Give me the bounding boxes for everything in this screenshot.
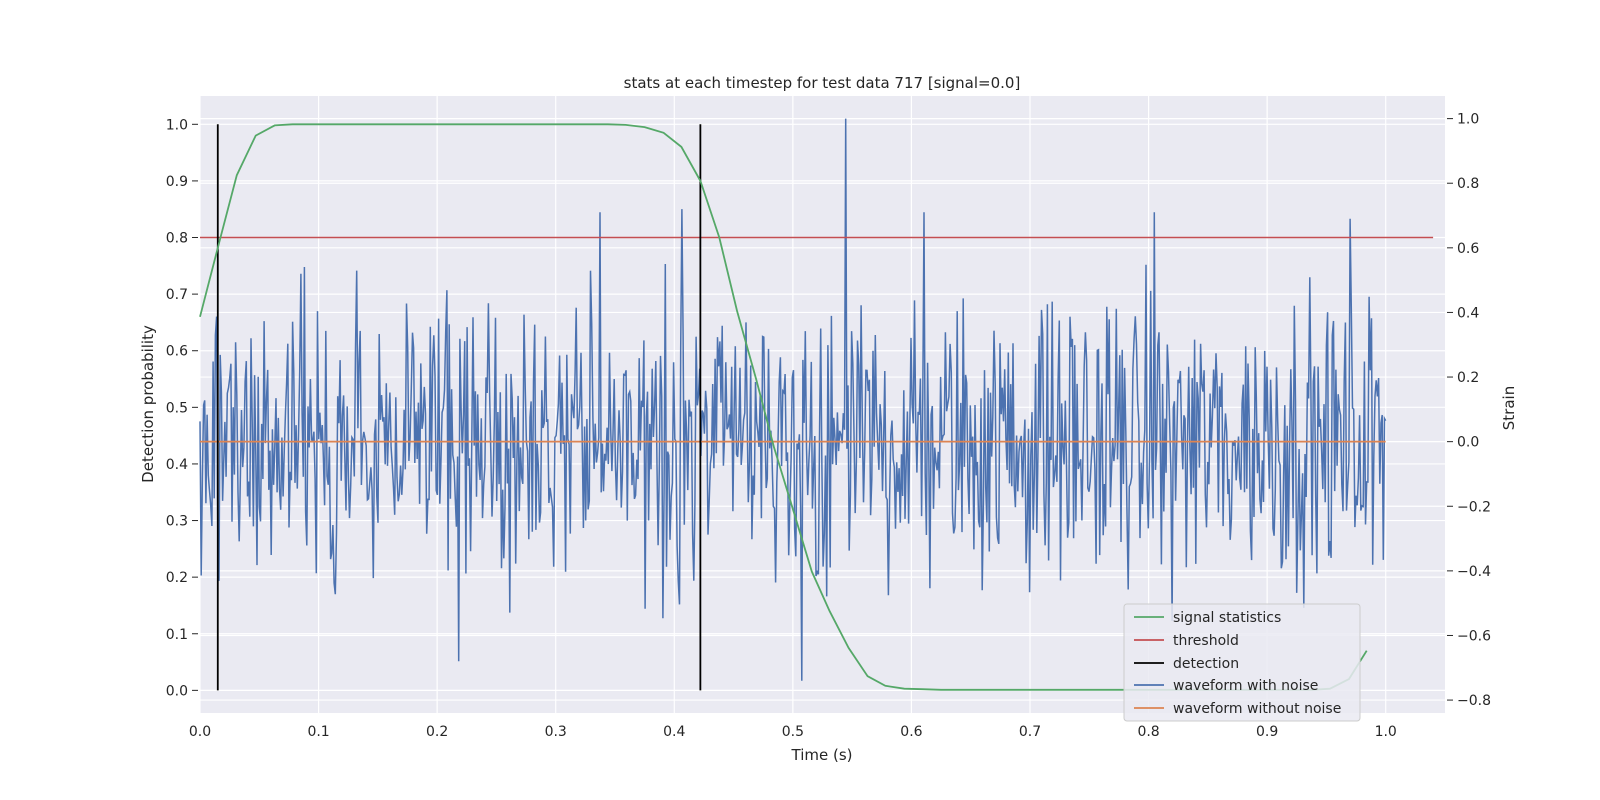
y-left-tick-label: 0.6: [166, 344, 188, 360]
y-axis-right-label: Strain: [1500, 386, 1518, 430]
y-left-tick-label: 0.7: [166, 287, 188, 303]
y-axis-left-label: Detection probability: [139, 325, 157, 483]
x-tick-label: 0.0: [189, 724, 211, 740]
y-right-tick-label: 0.0: [1457, 435, 1479, 451]
y-left-tick-label: 0.4: [166, 457, 188, 473]
legend-label-waveform-with-noise: waveform with noise: [1173, 678, 1318, 694]
y-right-tick-label: −0.4: [1457, 564, 1491, 580]
y-right-tick-label: 1.0: [1457, 112, 1479, 128]
x-tick-label: 0.3: [545, 724, 567, 740]
y-right-tick-label: 0.4: [1457, 305, 1479, 321]
x-axis: 0.0 0.1 0.2 0.3 0.4 0.5 0.6 0.7 0.8 0.9 1.0: [189, 724, 1397, 740]
y-axis-right: −0.8 −0.6 −0.4 −0.2 0.0 0.2 0.4 0.6 0.8 1.0: [1447, 112, 1491, 709]
series-line-waveform-with-noise: [199, 118, 1387, 681]
legend-label-detection: detection: [1173, 656, 1239, 672]
y-left-tick-label: 0.0: [166, 683, 188, 699]
y-left-tick-label: 1.0: [166, 117, 188, 133]
x-axis-label: Time (s): [791, 746, 853, 764]
legend-box: [1123, 603, 1361, 722]
x-tick-label: 0.5: [782, 724, 804, 740]
y-left-tick-label: 0.3: [166, 514, 188, 530]
x-tick-label: 0.4: [663, 724, 685, 740]
y-axis-left: 0.0 0.1 0.2 0.3 0.4 0.5 0.6 0.7 0.8 0.9 1.0: [166, 117, 198, 699]
y-left-tick-label: 0.5: [166, 400, 188, 416]
y-left-tick-label: 0.8: [166, 231, 188, 247]
legend: signal statistics threshold detection wa…: [1123, 603, 1361, 722]
x-tick-label: 0.6: [900, 724, 922, 740]
y-right-tick-label: −0.2: [1457, 499, 1491, 515]
legend-label-threshold: threshold: [1173, 633, 1239, 649]
x-tick-label: 1.0: [1375, 724, 1397, 740]
y-left-tick-label: 0.1: [166, 627, 188, 643]
y-left-tick-label: 0.9: [166, 174, 188, 190]
y-right-tick-label: 0.8: [1457, 176, 1479, 192]
y-right-tick-label: −0.8: [1457, 693, 1491, 709]
x-tick-label: 0.7: [1019, 724, 1041, 740]
legend-label-signal-statistics: signal statistics: [1173, 610, 1281, 626]
y-left-tick-label: 0.2: [166, 570, 188, 586]
y-right-tick-label: 0.2: [1457, 370, 1479, 386]
x-tick-label: 0.8: [1137, 724, 1159, 740]
y-right-tick-label: −0.6: [1457, 628, 1491, 644]
x-tick-label: 0.2: [426, 724, 448, 740]
legend-label-waveform-without-noise: waveform without noise: [1173, 701, 1341, 717]
y-right-tick-label: 0.6: [1457, 241, 1479, 257]
x-tick-label: 0.1: [307, 724, 329, 740]
x-tick-label: 0.9: [1256, 724, 1278, 740]
chart-title: stats at each timestep for test data 717…: [624, 74, 1021, 92]
